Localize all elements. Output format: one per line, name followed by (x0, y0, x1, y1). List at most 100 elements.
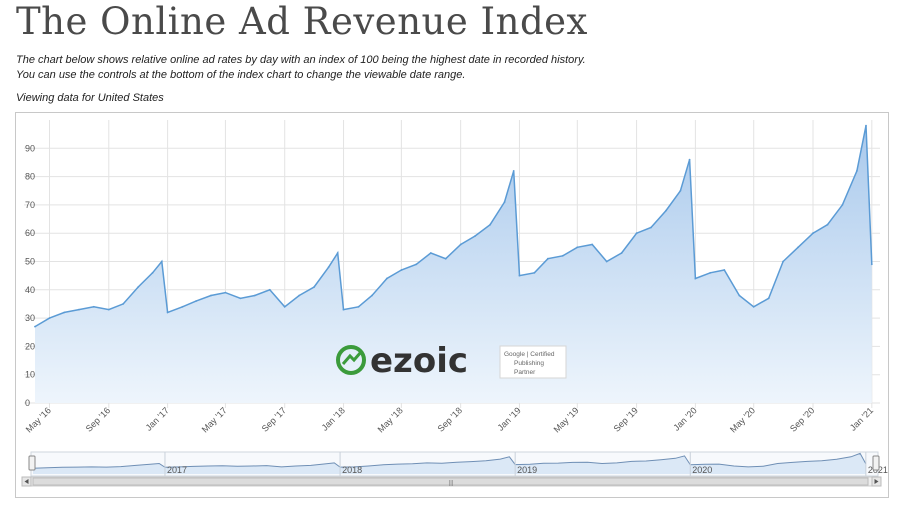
data-point (738, 294, 741, 297)
navigator-year-label: 2017 (167, 465, 187, 475)
data-point (327, 266, 330, 269)
navigator-year-label: 2019 (517, 465, 537, 475)
badge-line-2: Publishing (514, 360, 544, 367)
navigator-right-handle[interactable] (872, 455, 880, 471)
navigator-line (32, 452, 867, 469)
y-tick-label: 90 (25, 143, 35, 153)
data-point (415, 263, 418, 266)
page-title: The Online Ad Revenue Index (16, 0, 588, 43)
y-tick-label: 40 (25, 285, 35, 295)
data-point (650, 226, 652, 229)
viewing-region-label: Viewing data for United States (16, 92, 164, 104)
data-point (122, 303, 125, 305)
data-point (489, 223, 491, 226)
data-point (752, 305, 755, 308)
index-area-fill (35, 125, 872, 403)
data-point (459, 243, 462, 246)
publishing-partner-badge (499, 345, 567, 379)
data-point (336, 252, 339, 254)
data-point (107, 308, 110, 311)
data-point (181, 305, 184, 308)
data-point (723, 269, 726, 271)
y-tick-label: 0 (25, 398, 30, 408)
data-point (253, 294, 256, 297)
y-tick-label: 50 (25, 257, 35, 267)
data-point (34, 325, 36, 328)
data-point (239, 297, 242, 300)
x-tick-label: May '19 (552, 405, 581, 434)
data-point (694, 277, 697, 280)
data-point (826, 223, 829, 226)
data-point (313, 286, 315, 288)
data-point (210, 294, 212, 297)
arrow-left-icon (24, 479, 29, 484)
navigator-scrollbar[interactable]: ||| (21, 476, 882, 487)
data-point (342, 308, 345, 311)
x-tick-label: Jan '21 (848, 405, 875, 432)
data-point (709, 271, 712, 274)
ezoic-logo-text: ezoic (370, 341, 468, 381)
data-point (767, 297, 770, 300)
description-line-2: You can use the controls at the bottom o… (16, 69, 466, 81)
navigator-left-handle[interactable] (28, 455, 36, 471)
data-point (782, 260, 784, 263)
data-point (224, 291, 227, 294)
data-point (635, 232, 638, 235)
data-point (371, 294, 373, 297)
data-point (620, 252, 623, 254)
data-point (679, 189, 682, 192)
data-point (195, 300, 197, 302)
chart-description: The chart below shows relative online ad… (16, 53, 586, 83)
data-point (474, 235, 476, 237)
y-tick-label: 70 (25, 200, 35, 210)
y-tick-label: 20 (25, 341, 35, 351)
x-tick-label: Sep '16 (84, 405, 112, 433)
date-range-navigator[interactable]: 20172018201920202021 (28, 451, 888, 477)
data-point (78, 308, 80, 311)
navigator-year-label: 2018 (342, 465, 362, 475)
y-axis: 0 10 20 30 40 50 60 70 80 90 (25, 143, 35, 408)
data-point (812, 232, 814, 235)
data-point (605, 260, 608, 263)
data-point (92, 305, 95, 308)
data-point (856, 170, 858, 172)
arrow-right-icon (874, 479, 879, 484)
data-point (561, 254, 564, 257)
ezoic-logo-icon (336, 345, 366, 375)
y-tick-label: 10 (25, 370, 35, 380)
badge-line-3: Partner (514, 369, 536, 376)
x-tick-label: Jan '20 (671, 405, 698, 432)
scrollbar-thumb[interactable] (32, 477, 869, 486)
data-point (512, 170, 515, 172)
data-point (386, 277, 388, 280)
y-tick-label: 60 (25, 228, 35, 238)
data-point (688, 158, 691, 161)
data-point (665, 209, 667, 212)
x-axis: May '16 Sep '16 Jan '17 May '17 Sep '17 Jan '… (24, 405, 875, 434)
chart-area (34, 124, 873, 403)
x-tick-label: Sep '20 (788, 405, 816, 433)
data-point (137, 286, 140, 288)
data-point (400, 269, 403, 271)
data-point (841, 204, 844, 206)
x-tick-label: May '20 (728, 405, 757, 434)
data-point (429, 252, 432, 254)
y-tick-label: 80 (25, 172, 35, 182)
data-point (283, 305, 286, 308)
ezoic-watermark: ezoic Google | Certified Publishing Part… (336, 341, 567, 381)
data-point (166, 311, 169, 314)
x-tick-label: Sep '19 (612, 405, 640, 433)
data-point (160, 260, 163, 263)
data-point (533, 271, 536, 274)
data-point (48, 317, 51, 319)
chart-frame (15, 112, 889, 498)
data-point (547, 257, 549, 260)
x-tick-label: Sep '17 (260, 405, 288, 433)
data-point (591, 243, 594, 246)
data-point (518, 274, 521, 277)
data-point (298, 294, 301, 297)
data-point (444, 257, 447, 260)
x-tick-label: May '18 (376, 405, 405, 434)
x-tick-label: May '17 (200, 405, 229, 434)
data-point (576, 246, 579, 249)
